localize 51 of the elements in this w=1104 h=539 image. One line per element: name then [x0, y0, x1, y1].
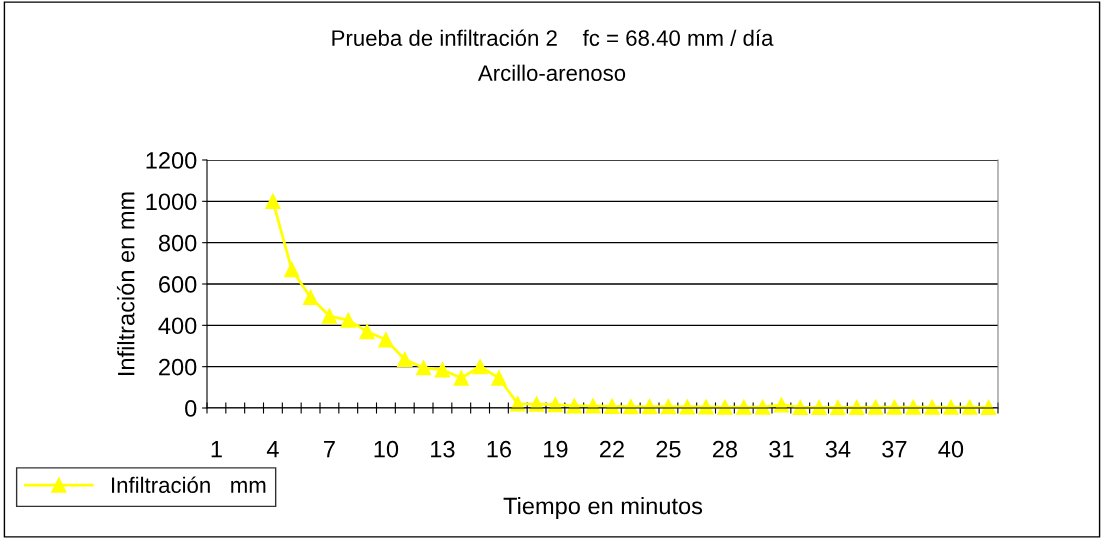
point	[792, 399, 808, 416]
y-axis-title: Infiltración en mm	[116, 192, 135, 375]
point	[585, 398, 601, 414]
chart-subtitle: Arcillo-arenoso	[477, 64, 626, 81]
point	[359, 323, 375, 340]
point	[472, 359, 488, 375]
point	[962, 399, 978, 415]
point	[679, 399, 695, 415]
x-tick-label: 37	[882, 440, 907, 458]
x-tick-label: 40	[938, 440, 964, 458]
y-tick-label: 400	[158, 317, 197, 335]
chart-title: Prueba de infiltración 2 fc = 68.40 mm / día	[332, 29, 774, 46]
point	[284, 261, 300, 278]
x-tick-label: 4	[266, 441, 279, 458]
point	[434, 362, 451, 378]
y-tick-label: 800	[158, 234, 197, 252]
x-tick-label: 13	[431, 440, 455, 458]
point	[905, 399, 921, 415]
point	[943, 399, 959, 415]
point	[849, 399, 865, 416]
legend-label: Infiltración mm	[112, 476, 266, 494]
point	[415, 360, 432, 376]
point	[717, 399, 733, 415]
x-tick-label: 1	[211, 441, 222, 458]
point	[886, 399, 903, 415]
x-tick-label: 34	[825, 440, 851, 458]
point	[566, 398, 582, 414]
point	[340, 312, 356, 328]
point	[453, 370, 469, 386]
y-tick-label: 600	[159, 276, 197, 293]
x-tick-label: 31	[769, 440, 794, 458]
x-tick-label: 10	[374, 440, 399, 458]
x-tick-label: 22	[599, 440, 624, 458]
point	[491, 370, 507, 386]
x-tick-label: 7	[324, 441, 335, 458]
x-tick-label: 28	[712, 440, 738, 458]
y-tick-label: 0	[185, 400, 197, 417]
point	[397, 351, 413, 368]
point	[265, 193, 281, 209]
point	[698, 399, 714, 415]
point	[321, 308, 338, 324]
point	[302, 289, 319, 306]
y-tick-label: 1200	[146, 152, 197, 169]
x-axis-title: Tiempo en minutos	[503, 496, 703, 520]
point	[378, 332, 394, 348]
x-tick-label: 19	[544, 440, 568, 458]
y-tick-label: 200	[159, 358, 197, 376]
x-tick-label: 16	[487, 440, 512, 458]
y-tick-label: 1000	[146, 193, 197, 211]
x-tick-label: 25	[656, 440, 681, 458]
point	[736, 399, 752, 415]
